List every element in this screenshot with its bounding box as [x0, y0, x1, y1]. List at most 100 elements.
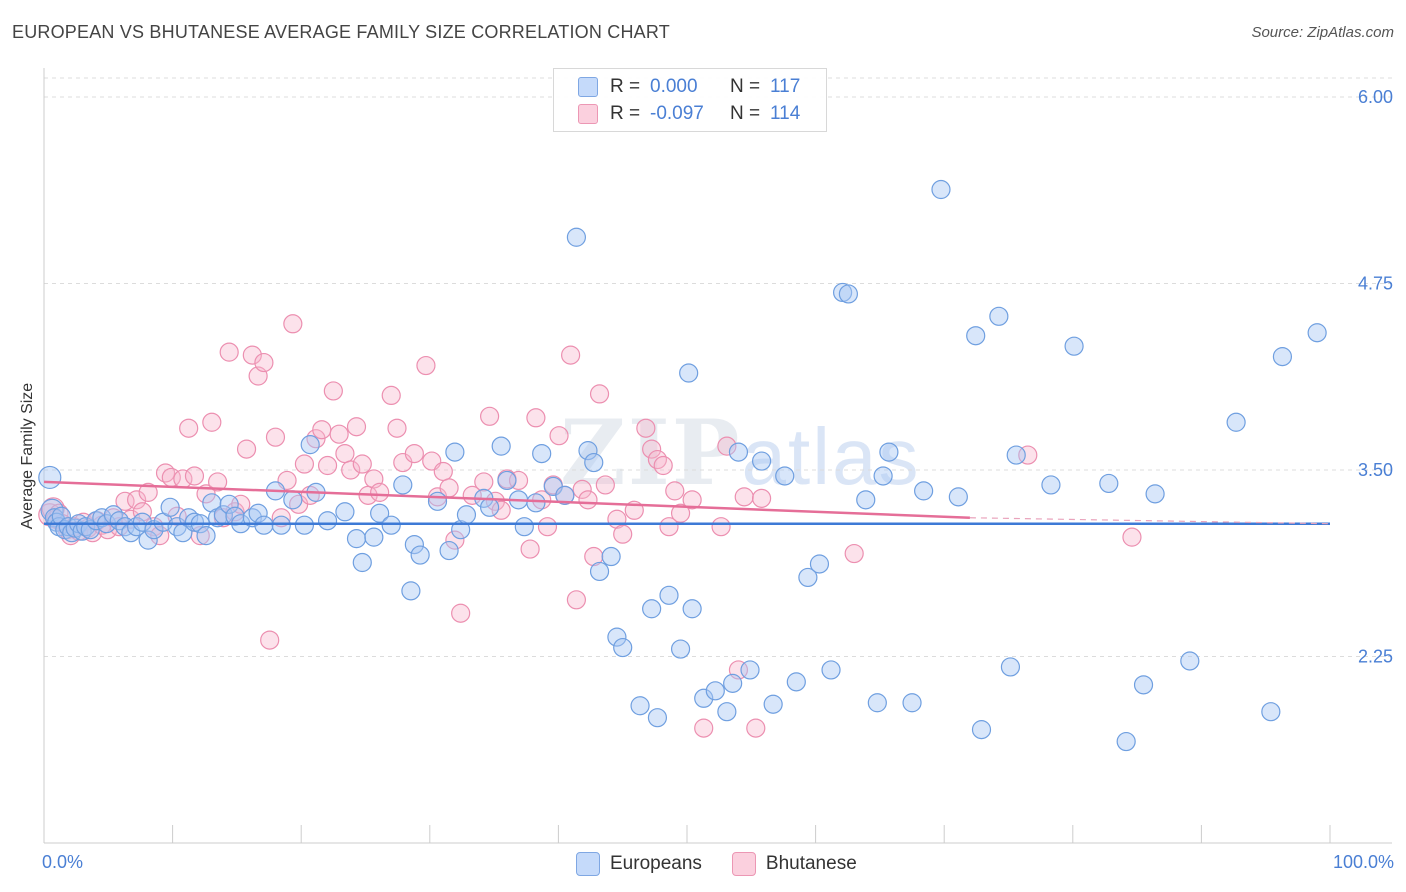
bhutanese-point [208, 472, 228, 492]
european-point [219, 494, 239, 514]
european-point [989, 306, 1009, 326]
bhutanese-point [1122, 527, 1142, 547]
legend-row-bhutanese: R = -0.097 N = 114 [578, 101, 800, 127]
source-credit: Source: ZipAtlas.com [1251, 24, 1394, 41]
bhutanese-point [711, 517, 731, 537]
bhutanese-point [746, 718, 766, 738]
axes [43, 68, 1392, 844]
bhutanese-point [126, 490, 147, 510]
european-point [867, 693, 887, 713]
bhutanese-point [265, 427, 286, 447]
european-point [271, 515, 291, 535]
european-point [948, 487, 968, 507]
y-tick-label: 2.25 [1358, 647, 1393, 667]
watermark-zip: ZIP [560, 400, 741, 506]
european-point [300, 435, 320, 455]
european-point [902, 693, 922, 713]
european-point [555, 485, 575, 505]
european-point [479, 497, 500, 517]
legend-row-europeans: R = 0.000 N = 117 [578, 74, 800, 100]
series-swatch-europeans [576, 852, 600, 876]
european-point [578, 441, 598, 461]
legend-r-value: -0.097 [650, 103, 704, 124]
series-label-europeans: Europeans [610, 853, 702, 874]
bhutanese-point [341, 460, 361, 480]
european-point [381, 515, 401, 535]
european-point [294, 515, 315, 535]
europeans-points [38, 179, 1327, 752]
european-point [1099, 473, 1119, 494]
bhutanese-point [254, 352, 274, 373]
bhutanese-point [647, 449, 668, 470]
y-tick-label: 6.00 [1358, 87, 1393, 107]
bhutanese-point [433, 461, 453, 482]
correlation-legend: R = 0.000 N = 117 R = -0.097 N = 114 [553, 68, 827, 132]
bhutanese-point [682, 490, 702, 510]
european-point [694, 688, 714, 708]
european-point [1116, 731, 1136, 752]
bhutanese-point [109, 517, 129, 537]
european-point [679, 363, 699, 383]
bhutanese-point [479, 406, 500, 426]
watermark: ZIPatlas [560, 400, 920, 506]
european-point [427, 491, 448, 511]
bhutanese-point [346, 417, 367, 437]
bhutanese-point [584, 546, 604, 567]
bhutanese-point [665, 481, 685, 501]
grid-lines [44, 77, 1392, 657]
bhutanese-point [236, 439, 257, 459]
bhutanese-point [329, 424, 349, 444]
european-point [514, 517, 534, 537]
bhutanese-point [381, 385, 401, 405]
european-point [370, 503, 390, 523]
european-point [196, 526, 216, 546]
legend-r-label: R = [610, 103, 641, 124]
bhutanese-point [670, 503, 691, 523]
european-point [659, 585, 679, 605]
european-point [642, 599, 662, 619]
european-point [1180, 651, 1200, 671]
european-point [879, 442, 899, 462]
bhutanese-point [404, 443, 424, 464]
bhutanese-point [694, 718, 714, 738]
series-legend-europeans[interactable]: Europeans [576, 852, 702, 876]
european-point [532, 443, 552, 464]
bhutanese-point [335, 443, 355, 464]
legend-n-value: 117 [770, 76, 801, 97]
bhutanese-point [578, 490, 598, 510]
bhutanese-trend-extension [969, 517, 1331, 525]
european-point [439, 540, 459, 561]
european-point [647, 708, 668, 728]
bhutanese-point [491, 500, 511, 520]
y-tick-labels: 6.00 4.75 3.50 2.25 [1358, 87, 1393, 667]
european-point [1261, 702, 1281, 722]
european-point [456, 505, 477, 525]
legend-swatch-europeans [578, 77, 598, 97]
bhutanese-point [642, 439, 662, 459]
european-point [682, 599, 702, 619]
bhutanese-point [132, 502, 152, 522]
european-point [132, 512, 152, 532]
european-point [335, 502, 355, 522]
european-point [1041, 475, 1061, 495]
bhutanese-point [549, 426, 569, 446]
european-point [728, 442, 749, 462]
european-point [873, 466, 893, 486]
legend-swatch-bhutanese [578, 104, 598, 124]
bhutanese-point [1018, 445, 1038, 465]
bhutanese-point [445, 530, 465, 550]
bhutanese-point [751, 488, 772, 508]
bhutanese-point [219, 342, 239, 362]
european-point [254, 515, 274, 535]
european-point [705, 681, 725, 701]
bhutanese-point [312, 420, 332, 440]
european-point [931, 179, 951, 200]
series-legend-bhutanese[interactable]: Bhutanese [731, 852, 857, 876]
series-swatch-bhutanese [731, 852, 756, 876]
x-tick-label-max: 100.0% [1332, 852, 1394, 872]
european-point [723, 673, 743, 693]
european-point [248, 503, 268, 523]
bhutanese-point [474, 472, 494, 492]
european-point [566, 227, 587, 247]
